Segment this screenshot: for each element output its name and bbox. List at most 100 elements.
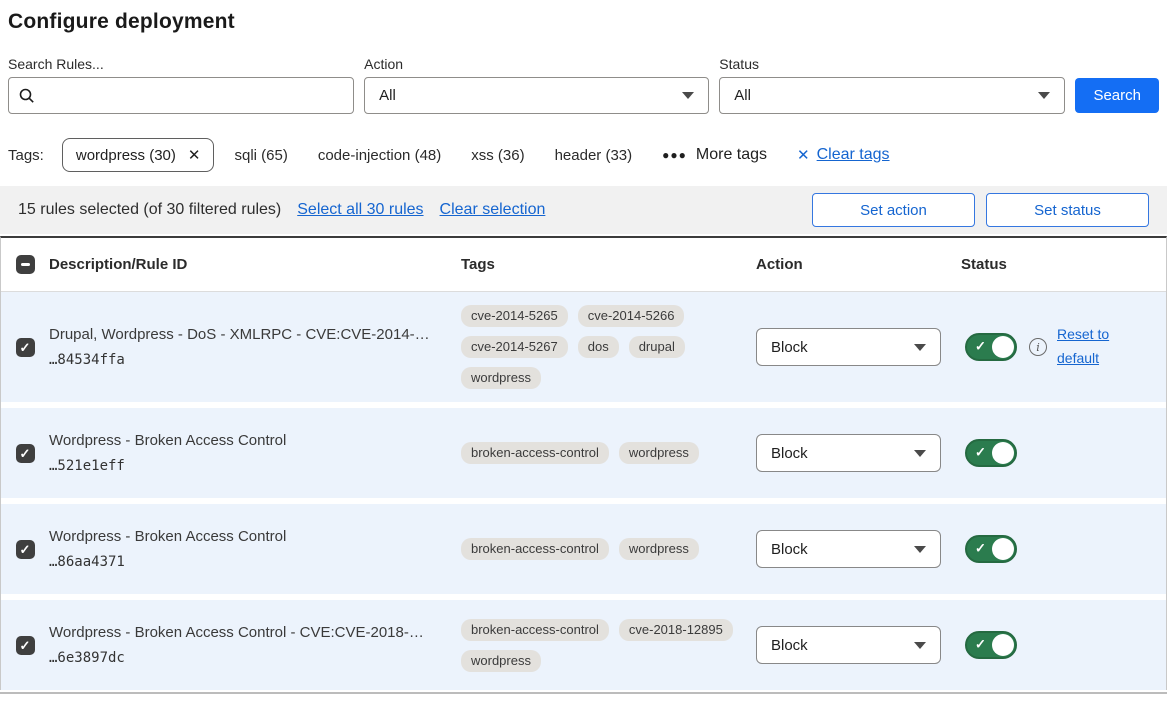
column-header-tags: Tags xyxy=(461,256,495,273)
tag-pill: broken-access-control xyxy=(461,538,609,560)
row-checkbox[interactable]: ✓ xyxy=(15,539,35,559)
chevron-down-icon xyxy=(914,545,926,553)
search-icon xyxy=(19,88,35,104)
search-label: Search Rules... xyxy=(8,56,104,72)
row-description: Wordpress - Broken Access Control - CVE:… xyxy=(49,624,424,641)
selection-summary: 15 rules selected (of 30 filtered rules) xyxy=(18,201,282,218)
row-rule-id: …86aa4371 xyxy=(49,554,125,570)
row-tags: broken-access-control wordpress xyxy=(461,538,756,560)
search-input-box[interactable] xyxy=(8,77,355,114)
row-action-cell: Block xyxy=(756,530,961,568)
chevron-down-icon xyxy=(914,343,926,351)
ellipsis-icon: ●●● xyxy=(662,148,687,162)
toggle-knob xyxy=(992,442,1014,464)
tag-pill: cve-2018-12895 xyxy=(618,618,733,641)
status-select[interactable]: All xyxy=(719,77,1066,114)
tags-bar-label: Tags: xyxy=(8,146,44,164)
column-header-status: Status xyxy=(961,256,1007,273)
row-tags: broken-access-control cve-2018-12895 wordp… xyxy=(461,618,756,672)
tag-pill: cve-2014-5266 xyxy=(577,305,685,327)
clear-selection-link[interactable]: Clear selection xyxy=(439,201,546,218)
chevron-down-icon xyxy=(914,449,926,457)
status-toggle[interactable]: ✓ xyxy=(965,631,1017,659)
selected-tag-label: wordpress (30) xyxy=(75,146,176,164)
row-checkbox[interactable]: ✓ xyxy=(15,635,35,655)
table-header-row: Description/Rule ID Tags Action Status xyxy=(1,238,1166,292)
clear-tags-button[interactable]: ✕ Clear tags xyxy=(797,146,890,164)
table-row: ✓ Wordpress - Broken Access Control …521… xyxy=(1,408,1166,498)
tags-bar: Tags: wordpress (30) ✕ sqli (65) code-in… xyxy=(8,138,1159,172)
tag-option-header[interactable]: header (33) xyxy=(554,146,633,164)
row-checkbox[interactable]: ✓ xyxy=(15,443,35,463)
action-field-group: Action All xyxy=(364,56,710,114)
row-reset: i Reset to default xyxy=(1029,323,1119,371)
check-icon: ✓ xyxy=(19,445,31,461)
row-description-cell: Wordpress - Broken Access Control - CVE:… xyxy=(49,624,461,666)
next-row-edge xyxy=(0,692,1167,694)
check-icon: ✓ xyxy=(19,541,31,557)
row-description-cell: Drupal, Wordpress - DoS - XMLRPC - CVE:C… xyxy=(49,326,461,368)
tag-option-sqli[interactable]: sqli (65) xyxy=(234,146,288,164)
row-action-select[interactable]: Block xyxy=(756,626,941,664)
status-toggle[interactable]: ✓ xyxy=(965,439,1017,467)
row-rule-id: …521e1eff xyxy=(49,458,125,474)
toggle-check-icon: ✓ xyxy=(975,444,986,460)
info-icon: i xyxy=(1029,338,1047,356)
column-header-action: Action xyxy=(756,256,803,273)
chevron-down-icon xyxy=(682,92,695,99)
row-action-select[interactable]: Block xyxy=(756,434,941,472)
status-toggle[interactable]: ✓ xyxy=(965,333,1017,361)
more-tags-button[interactable]: ●●● More tags xyxy=(662,146,767,164)
row-action-cell: Block xyxy=(756,626,961,664)
reset-to-default-link[interactable]: Reset to default xyxy=(1057,326,1110,366)
page-title: Configure deployment xyxy=(8,10,235,33)
toggle-knob xyxy=(992,336,1014,358)
toggle-check-icon: ✓ xyxy=(975,338,986,354)
chevron-down-icon xyxy=(914,641,926,649)
selected-tag-wordpress[interactable]: wordpress (30) ✕ xyxy=(61,138,215,172)
search-input[interactable] xyxy=(43,87,344,104)
chevron-down-icon xyxy=(1038,92,1051,99)
tag-pill: broken-access-control xyxy=(461,618,609,641)
row-action-value: Block xyxy=(771,636,808,654)
table-row: ✓ Wordpress - Broken Access Control - CV… xyxy=(1,600,1166,690)
more-tags-label: More tags xyxy=(695,146,768,163)
table-body: ✓ Drupal, Wordpress - DoS - XMLRPC - CVE… xyxy=(1,292,1166,690)
row-description: Wordpress - Broken Access Control xyxy=(49,528,287,545)
status-label: Status xyxy=(719,56,759,72)
status-toggle[interactable]: ✓ xyxy=(965,535,1017,563)
check-icon: ✓ xyxy=(19,339,31,355)
toggle-check-icon: ✓ xyxy=(975,540,986,556)
select-all-checkbox[interactable] xyxy=(15,255,35,274)
action-label: Action xyxy=(364,56,404,72)
remove-tag-icon[interactable]: ✕ xyxy=(187,147,201,164)
set-action-button[interactable]: Set action xyxy=(812,193,975,227)
row-rule-id: …84534ffa xyxy=(49,352,125,368)
action-select-value: All xyxy=(379,87,396,104)
tag-pill: dos xyxy=(577,336,619,358)
row-rule-id: …6e3897dc xyxy=(49,650,125,666)
tag-pill: wordpress xyxy=(461,367,541,389)
row-action-select[interactable]: Block xyxy=(756,328,941,366)
row-status-cell: ✓ xyxy=(961,439,1166,467)
action-select[interactable]: All xyxy=(364,77,710,114)
toggle-knob xyxy=(992,538,1014,560)
search-button[interactable]: Search xyxy=(1075,78,1159,113)
indeterminate-icon xyxy=(20,263,30,266)
tag-pill: wordpress xyxy=(618,442,699,464)
clear-tags-label: Clear tags xyxy=(816,146,890,163)
tag-pill: cve-2014-5265 xyxy=(461,305,568,327)
tag-option-code-injection[interactable]: code-injection (48) xyxy=(317,146,442,164)
row-description: Drupal, Wordpress - DoS - XMLRPC - CVE:C… xyxy=(49,326,430,343)
row-action-select[interactable]: Block xyxy=(756,530,941,568)
toggle-knob xyxy=(992,634,1014,656)
row-action-cell: Block xyxy=(756,434,961,472)
tag-option-xss[interactable]: xss (36) xyxy=(471,146,525,164)
clear-tags-x-icon: ✕ xyxy=(797,147,810,164)
row-action-value: Block xyxy=(771,444,808,462)
filter-bar: Search Rules... Action All Status All Se… xyxy=(8,56,1159,114)
select-all-link[interactable]: Select all 30 rules xyxy=(297,201,424,218)
set-status-button[interactable]: Set status xyxy=(986,193,1149,227)
status-select-value: All xyxy=(734,87,751,104)
row-checkbox[interactable]: ✓ xyxy=(15,337,35,357)
